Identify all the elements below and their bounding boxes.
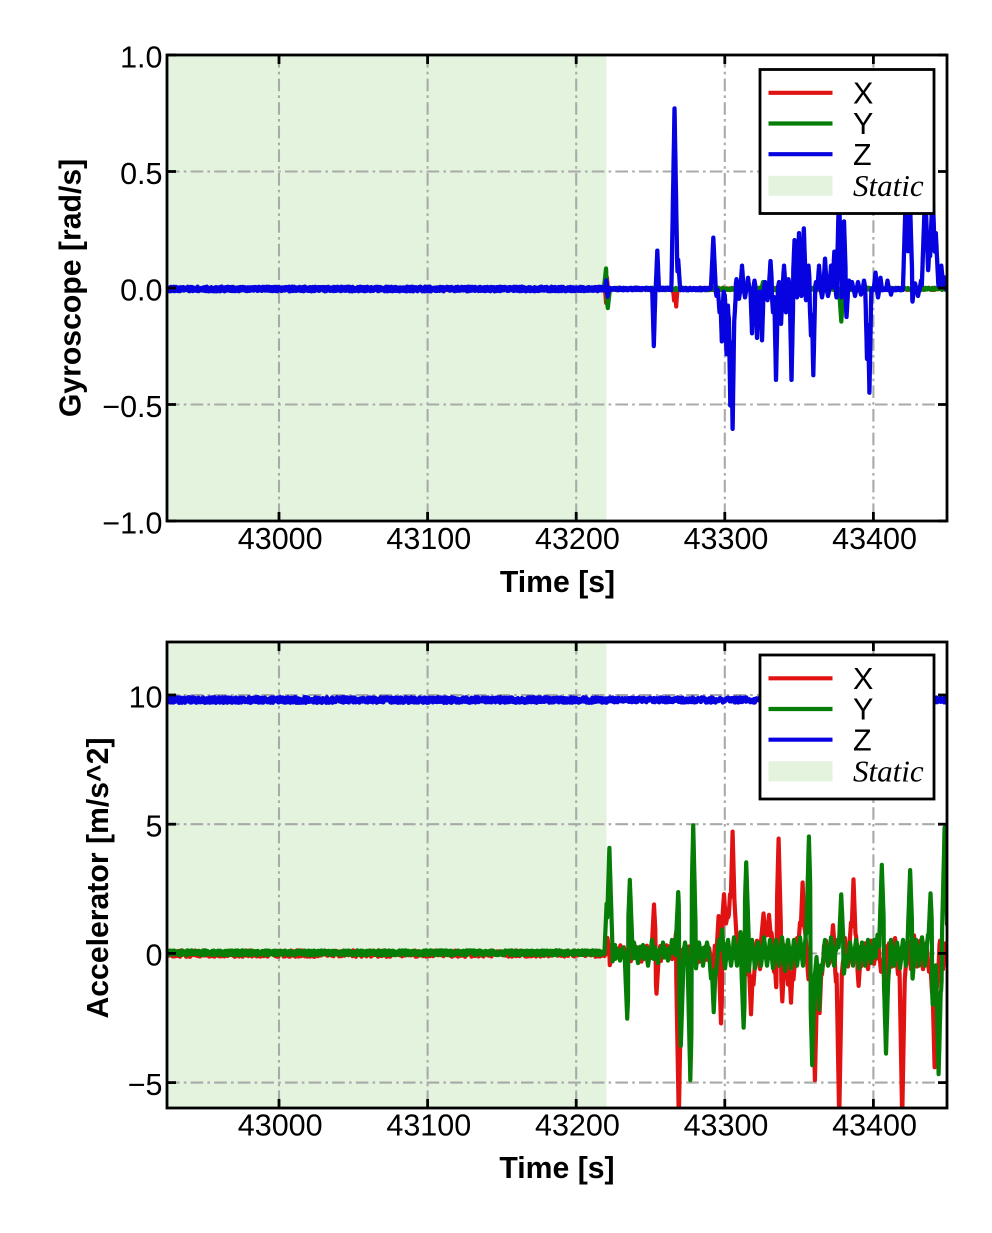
svg-text:43100: 43100 — [386, 1109, 471, 1143]
svg-text:Time [s]: Time [s] — [500, 566, 615, 599]
svg-text:0.0: 0.0 — [120, 273, 162, 307]
svg-text:43300: 43300 — [684, 522, 769, 556]
svg-text:Y: Y — [853, 107, 873, 141]
svg-text:−0.5: −0.5 — [102, 390, 162, 424]
svg-text:1.0: 1.0 — [120, 40, 162, 74]
svg-text:Accelerator [m/s^2]: Accelerator [m/s^2] — [82, 737, 115, 1018]
svg-text:43100: 43100 — [386, 522, 471, 556]
svg-text:Y: Y — [853, 693, 873, 727]
svg-text:X: X — [853, 662, 873, 696]
svg-text:−5: −5 — [128, 1068, 163, 1102]
svg-text:Static: Static — [853, 754, 924, 789]
svg-text:0: 0 — [146, 939, 163, 973]
svg-text:0.5: 0.5 — [120, 157, 162, 191]
svg-text:43300: 43300 — [684, 1109, 769, 1143]
svg-text:43400: 43400 — [832, 1109, 917, 1143]
svg-text:43200: 43200 — [535, 522, 620, 556]
svg-text:43400: 43400 — [832, 522, 917, 556]
svg-text:X: X — [853, 76, 873, 110]
svg-text:43000: 43000 — [238, 1109, 323, 1143]
svg-text:Gyroscope [rad/s]: Gyroscope [rad/s] — [55, 159, 88, 417]
svg-text:Z: Z — [853, 723, 872, 757]
svg-text:Time [s]: Time [s] — [499, 1152, 614, 1185]
svg-text:5: 5 — [146, 810, 163, 844]
svg-text:Static: Static — [853, 168, 924, 203]
svg-text:Z: Z — [853, 138, 872, 172]
svg-text:10: 10 — [129, 680, 163, 714]
svg-text:−1.0: −1.0 — [102, 506, 162, 540]
svg-text:43000: 43000 — [238, 522, 323, 556]
svg-text:43200: 43200 — [535, 1109, 620, 1143]
